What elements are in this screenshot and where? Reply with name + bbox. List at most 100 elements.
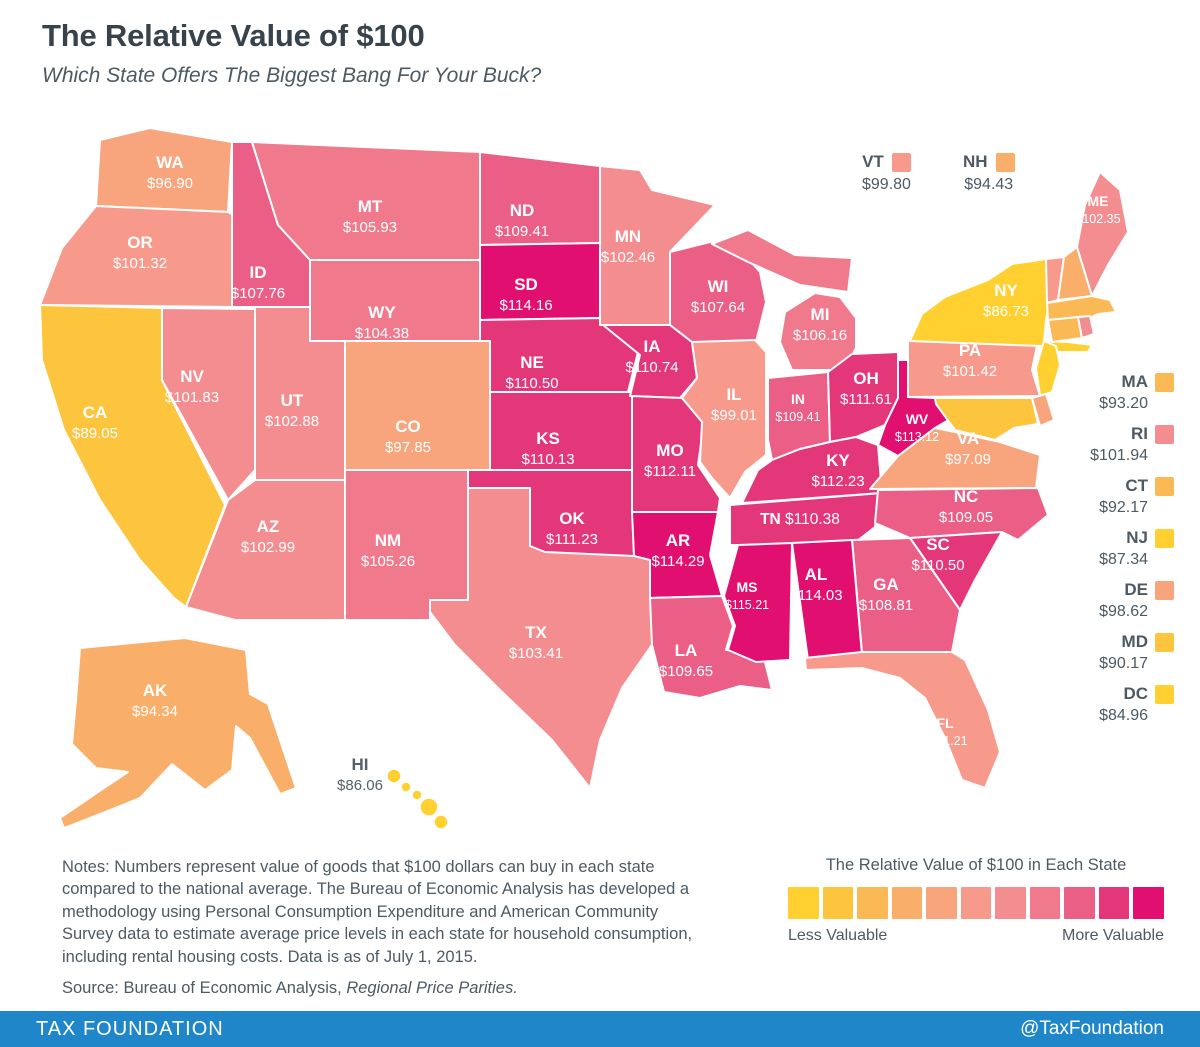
legend-swatch-nj [1155,528,1174,548]
legend-abbr-de: DE [1124,580,1148,599]
state-label-ne: NE [520,353,544,372]
state-value-nv: $101.83 [165,389,219,406]
state-value-ks: $110.13 [521,451,574,468]
state-label-ky: KY [826,451,850,470]
legend-swatch-ri [1155,424,1174,444]
state-label-mi: MI [811,305,830,324]
state-value-ga: $108.81 [859,597,913,614]
legend-entry-md: MD $90.17 [1099,632,1174,673]
state-value-or: $101.32 [113,255,167,272]
scale-swatch-4 [926,887,957,919]
state-value-nd: $109.41 [495,223,549,240]
state-shape-ak [59,637,297,829]
state-value-sc: $110.50 [911,557,964,574]
state-shape-wa [95,127,233,213]
legend-abbr-md: MD [1121,632,1148,651]
state-value-il: $99.01 [711,407,757,424]
state-value-nc: $109.05 [939,509,993,526]
legend-swatch-ct [1155,476,1174,496]
legend-value-md: $90.17 [1099,655,1148,672]
state-shape-mi [779,292,857,371]
state-label-in: IN [791,391,805,407]
legend-entry-ct: CT $92.17 [1099,476,1174,517]
state-shape-ct [1047,316,1083,343]
state-label-mt: MT [358,197,383,216]
scale-swatch-7 [1029,887,1061,919]
state-shape-ms [723,542,793,663]
state-label-ak: AK [143,681,168,700]
color-scale-legend: The Relative Value of $100 in Each State… [788,856,1165,945]
state-shape-hi [386,768,402,784]
state-label-la: LA [675,641,698,660]
state-label-nd: ND [510,201,535,220]
legend-value-nh: $94.43 [964,176,1014,193]
state-shape-fl [804,651,1001,789]
legend-entry-ma: MA $93.20 [1099,372,1174,413]
scale-swatch-9 [1098,887,1130,919]
legend-swatch-nh [995,152,1015,172]
state-value-ar: $114.29 [651,553,704,570]
state-label-hi: HI [352,755,369,774]
state-value-wy: $104.38 [355,325,409,342]
state-label-wa: WA [156,153,183,172]
source-italic: Regional Price Parities. [346,979,518,998]
scale-swatch-2 [857,887,888,919]
legend-swatch-md [1155,632,1174,652]
state-value-ms: $115.21 [725,598,769,612]
state-label-ia: IA [644,337,661,356]
state-value-wa: $96.90 [147,175,193,192]
state-label-wv: WV [906,411,929,427]
notes-block: Notes: Numbers represent value of goods … [62,856,714,1000]
legend-entry-de: DE $98.62 [1099,580,1174,621]
state-value-me: $102.35 [1075,212,1120,226]
state-label-ut: UT [281,391,304,410]
state-label-id: ID [250,263,267,282]
scale-swatch-1 [822,887,854,919]
state-label-co: CO [395,417,421,436]
state-label-nv: NV [180,367,204,386]
state-shape-nm [344,469,469,621]
state-value-va: $97.09 [945,451,991,468]
state-value-wi: $107.64 [691,299,745,316]
scale-swatch-3 [891,887,923,919]
legend-abbr-ct: CT [1125,476,1148,495]
state-value-fl: $101.21 [922,734,967,748]
more-valuable-label: More Valuable [1062,927,1164,944]
legend-abbr-vt: VT [862,152,884,171]
state-label-tx: TX [525,623,547,642]
legend-value-ct: $92.17 [1099,499,1148,516]
state-label-wi: WI [708,277,729,296]
state-shape-mi [711,229,853,293]
state-label-me: ME [1088,193,1109,209]
state-label-ks: KS [536,429,560,448]
state-value-az: $102.99 [241,539,295,556]
state-label-ms: MS [737,579,758,595]
state-value-ak: $94.34 [132,703,178,720]
state-value-id: $107.76 [231,285,285,302]
state-shape-hi [411,789,423,801]
state-value-tx: $103.41 [509,645,563,662]
state-label-sd: SD [514,275,538,294]
legend-abbr-nh: NH [962,152,988,171]
legend-swatch-dc [1155,684,1174,704]
state-label-il: IL [726,385,741,404]
state-shape-hi [419,797,439,817]
legend-abbr-nj: NJ [1126,528,1148,547]
footer-twitter-handle[interactable]: @TaxFoundation [1020,1018,1164,1039]
notes-text: Notes: Numbers represent value of goods … [62,858,693,966]
small-state-legend-top: VT $99.80 NH $94.43 [862,152,1015,194]
legend-value-nj: $87.34 [1099,551,1148,568]
state-value-sd: $114.16 [499,297,552,314]
state-label-mo: MO [656,441,683,460]
scale-swatch-6 [995,887,1026,919]
state-value-ca: $89.05 [72,425,118,442]
page-title: The Relative Value of $100 [42,18,425,53]
state-shape-il [681,339,767,499]
legend-value-ri: $101.94 [1090,447,1148,464]
state-label-az: AZ [257,517,280,536]
scale-swatch-8 [1064,887,1095,919]
scale-swatch-5 [960,887,992,919]
legend-abbr-ma: MA [1121,372,1148,391]
